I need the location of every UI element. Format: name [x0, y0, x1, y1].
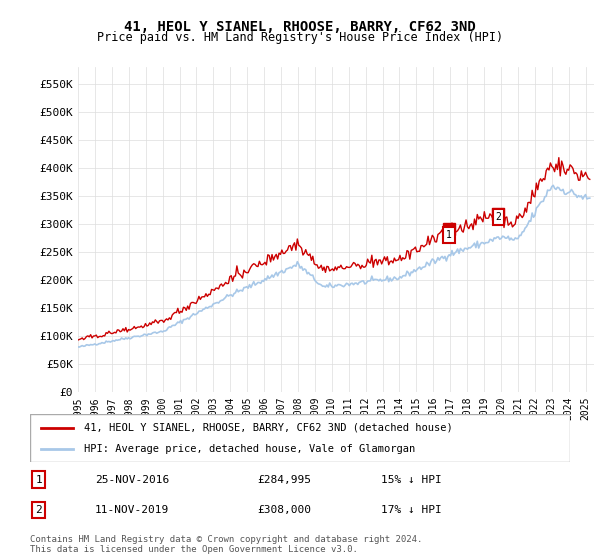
- Text: 41, HEOL Y SIANEL, RHOOSE, BARRY, CF62 3ND: 41, HEOL Y SIANEL, RHOOSE, BARRY, CF62 3…: [124, 20, 476, 34]
- Text: Price paid vs. HM Land Registry's House Price Index (HPI): Price paid vs. HM Land Registry's House …: [97, 31, 503, 44]
- Text: £284,995: £284,995: [257, 475, 311, 484]
- Text: 2: 2: [496, 212, 502, 222]
- FancyBboxPatch shape: [30, 414, 570, 462]
- Text: 17% ↓ HPI: 17% ↓ HPI: [381, 505, 442, 515]
- Text: 11-NOV-2019: 11-NOV-2019: [95, 505, 169, 515]
- Text: 25-NOV-2016: 25-NOV-2016: [95, 475, 169, 484]
- Text: 41, HEOL Y SIANEL, RHOOSE, BARRY, CF62 3ND (detached house): 41, HEOL Y SIANEL, RHOOSE, BARRY, CF62 3…: [84, 423, 453, 433]
- Text: 1: 1: [446, 230, 452, 240]
- Text: 15% ↓ HPI: 15% ↓ HPI: [381, 475, 442, 484]
- Text: £308,000: £308,000: [257, 505, 311, 515]
- Text: 2: 2: [35, 505, 42, 515]
- Text: HPI: Average price, detached house, Vale of Glamorgan: HPI: Average price, detached house, Vale…: [84, 444, 415, 454]
- Text: Contains HM Land Registry data © Crown copyright and database right 2024.
This d: Contains HM Land Registry data © Crown c…: [30, 535, 422, 554]
- Text: 1: 1: [35, 475, 42, 484]
